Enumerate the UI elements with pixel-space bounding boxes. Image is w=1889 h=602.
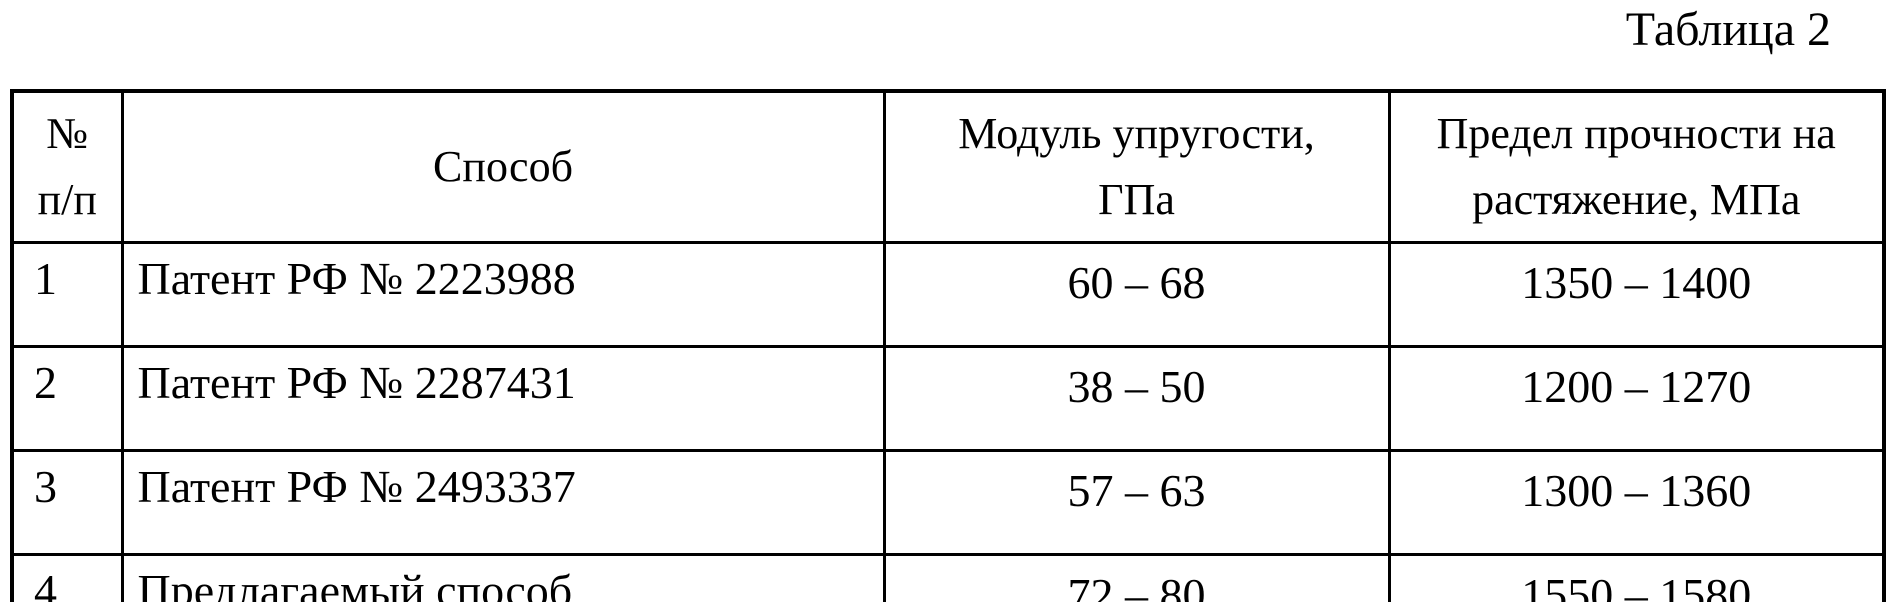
modulus-cell: 38 – 50 xyxy=(882,344,1391,452)
method-cell: Патент РФ № 2223988 xyxy=(120,240,886,348)
modulus-cell: 60 – 68 xyxy=(882,240,1391,348)
table-row: 1 Патент РФ № 2223988 60 – 68 1350 – 140… xyxy=(10,240,1886,348)
strength-cell: 1200 – 1270 xyxy=(1387,344,1886,452)
modulus-cell: 72 – 80 xyxy=(882,552,1391,602)
row-number-cell: 3 xyxy=(10,448,124,556)
table-caption: Таблица 2 xyxy=(1625,3,1831,56)
table-header: № п/п Способ Модуль упругости, ГПа Преде… xyxy=(10,89,1886,244)
method-cell: Патент РФ № 2493337 xyxy=(120,448,886,556)
column-header-strength: Предел прочности на растяжение, МПа xyxy=(1387,89,1886,244)
column-header-method: Способ xyxy=(120,89,886,244)
row-number-cell: 4 xyxy=(10,552,124,602)
table-body: 1 Патент РФ № 2223988 60 – 68 1350 – 140… xyxy=(10,240,1886,602)
header-row: № п/п Способ Модуль упругости, ГПа Преде… xyxy=(10,89,1886,244)
strength-cell: 1350 – 1400 xyxy=(1387,240,1886,348)
strength-cell: 1550 – 1580 xyxy=(1387,552,1886,602)
results-table: № п/п Способ Модуль упругости, ГПа Преде… xyxy=(10,88,1886,602)
row-number-cell: 2 xyxy=(10,344,124,452)
table-row: 2 Патент РФ № 2287431 38 – 50 1200 – 127… xyxy=(10,344,1886,452)
method-cell: Предлагаемый способ xyxy=(120,552,886,602)
column-header-num: № п/п xyxy=(10,89,124,244)
column-header-modulus: Модуль упругости, ГПа xyxy=(882,89,1391,244)
table-row: 3 Патент РФ № 2493337 57 – 63 1300 – 136… xyxy=(10,448,1886,556)
strength-cell: 1300 – 1360 xyxy=(1387,448,1886,556)
table-row: 4 Предлагаемый способ 72 – 80 1550 – 158… xyxy=(10,552,1886,602)
modulus-cell: 57 – 63 xyxy=(882,448,1391,556)
method-cell: Патент РФ № 2287431 xyxy=(120,344,886,452)
row-number-cell: 1 xyxy=(10,240,124,348)
